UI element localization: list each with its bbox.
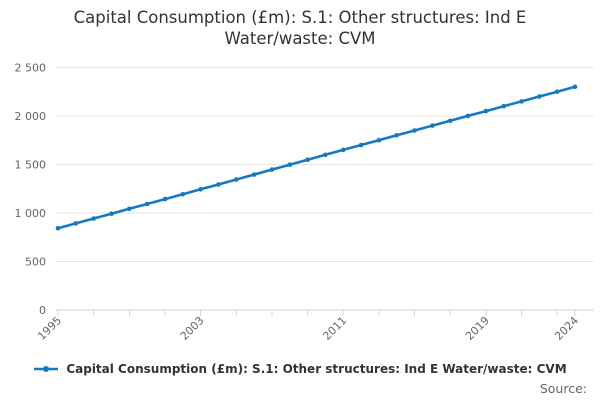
series-point-marker — [323, 152, 328, 158]
series-point-marker — [572, 84, 578, 90]
x-axis-tick-label: 1995 — [35, 314, 64, 343]
series-point-marker — [483, 108, 489, 114]
series-point-marker — [501, 103, 507, 109]
series-point-marker — [162, 196, 168, 202]
y-axis-tick-label: 2 000 — [15, 110, 47, 123]
series-line — [56, 85, 577, 230]
series-point-marker — [198, 187, 203, 192]
series-point-marker — [305, 157, 310, 162]
legend-item-label: Capital Consumption (£m): S.1: Other str… — [66, 362, 567, 376]
series-point-marker — [216, 182, 221, 187]
y-axis-tick-label: 500 — [25, 256, 46, 269]
series-point-marker — [519, 99, 524, 104]
series-point-marker — [340, 147, 346, 153]
series-point-marker — [234, 177, 239, 182]
series-point-marker — [269, 167, 275, 172]
series-point-marker — [109, 211, 114, 216]
y-axis-tick-label: 2 500 — [15, 62, 47, 75]
series-point-marker — [55, 225, 61, 231]
series-point-marker — [430, 123, 435, 128]
series-point-marker — [465, 113, 471, 119]
source-label: Source: — [539, 381, 587, 396]
y-axis-tick-label: 0 — [39, 304, 46, 317]
legend: Capital Consumption (£m): S.1: Other str… — [0, 362, 600, 376]
legend-item[interactable]: Capital Consumption (£m): S.1: Other str… — [33, 362, 567, 376]
series-point-marker — [447, 118, 453, 124]
series-point-marker — [251, 172, 257, 177]
series-point-marker — [376, 137, 382, 143]
series-point-marker — [180, 192, 186, 197]
series-point-marker — [144, 201, 150, 207]
x-axis-tick-label: 2019 — [463, 314, 492, 343]
chart-title-line-1: Capital Consumption (£m): S.1: Other str… — [73, 8, 527, 27]
x-axis-tick-label: 2024 — [552, 314, 581, 343]
series-point-marker — [394, 133, 400, 138]
y-axis-tick-label: 1 000 — [15, 207, 47, 220]
chart-title: Capital Consumption (£m): S.1: Other str… — [0, 7, 600, 49]
x-axis-tick-label: 2003 — [178, 314, 207, 343]
legend-line-marker-icon — [34, 366, 59, 372]
series-point-marker — [412, 128, 417, 133]
chart-title-line-2: Water/waste: CVM — [224, 29, 376, 48]
series-point-marker — [358, 142, 364, 148]
x-axis-tick-label: 2011 — [320, 314, 349, 343]
series-point-marker — [73, 221, 79, 226]
series-point-marker — [537, 94, 542, 99]
series-point-marker — [554, 89, 560, 94]
series-point-marker — [287, 162, 293, 167]
series-point-marker — [127, 206, 132, 212]
y-axis-tick-label: 1 500 — [15, 159, 47, 172]
series-point-marker — [91, 216, 96, 221]
